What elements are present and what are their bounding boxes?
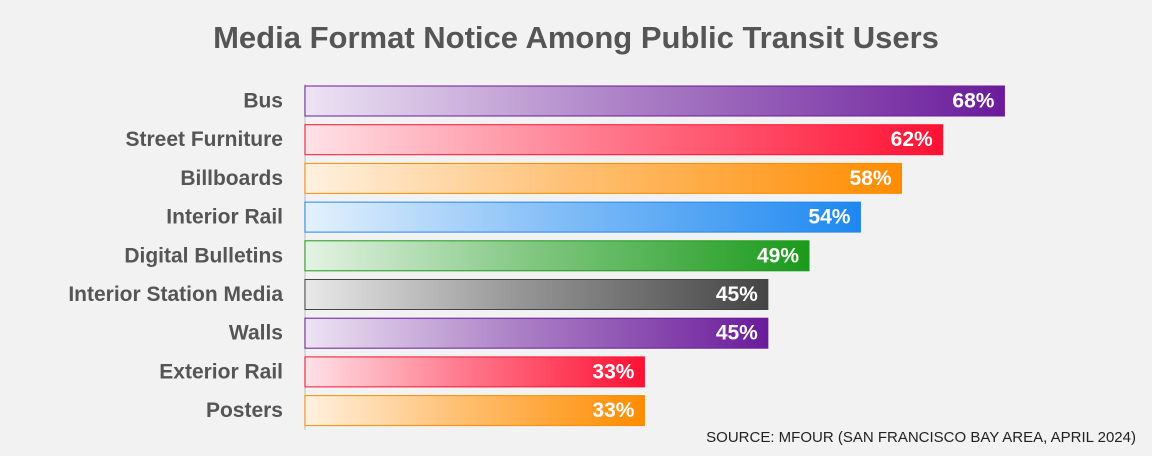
value-label: 33% — [592, 399, 634, 422]
y-tick-label: Digital Bulletins — [124, 244, 283, 267]
y-tick-label: Interior Station Media — [68, 283, 283, 306]
source-note: SOURCE: MFOUR (SAN FRANCISCO BAY AREA, A… — [706, 429, 1136, 446]
bar — [304, 124, 944, 156]
value-label: 62% — [891, 128, 933, 151]
bar — [304, 85, 1005, 117]
bar — [304, 317, 769, 349]
value-label: 58% — [850, 167, 892, 190]
y-tick-label: Exterior Rail — [159, 360, 283, 383]
y-tick-label: Posters — [206, 399, 283, 422]
chart-title: Media Format Notice Among Public Transit… — [213, 20, 939, 55]
y-tick-label: Billboards — [180, 167, 283, 190]
bar — [304, 395, 645, 427]
value-label: 54% — [808, 206, 850, 229]
value-label: 45% — [716, 322, 758, 345]
y-tick-label: Street Furniture — [125, 128, 283, 151]
y-tick-label: Interior Rail — [166, 206, 283, 229]
bar — [304, 162, 903, 194]
y-tick-label: Walls — [229, 322, 283, 345]
value-label: 68% — [952, 90, 994, 113]
bar — [304, 279, 769, 310]
bar — [304, 356, 645, 388]
value-label: 33% — [592, 360, 634, 383]
y-tick-label: Bus — [243, 90, 283, 113]
bar — [304, 201, 861, 233]
value-label: 49% — [757, 244, 799, 267]
value-label: 45% — [716, 283, 758, 306]
bar — [304, 240, 810, 272]
